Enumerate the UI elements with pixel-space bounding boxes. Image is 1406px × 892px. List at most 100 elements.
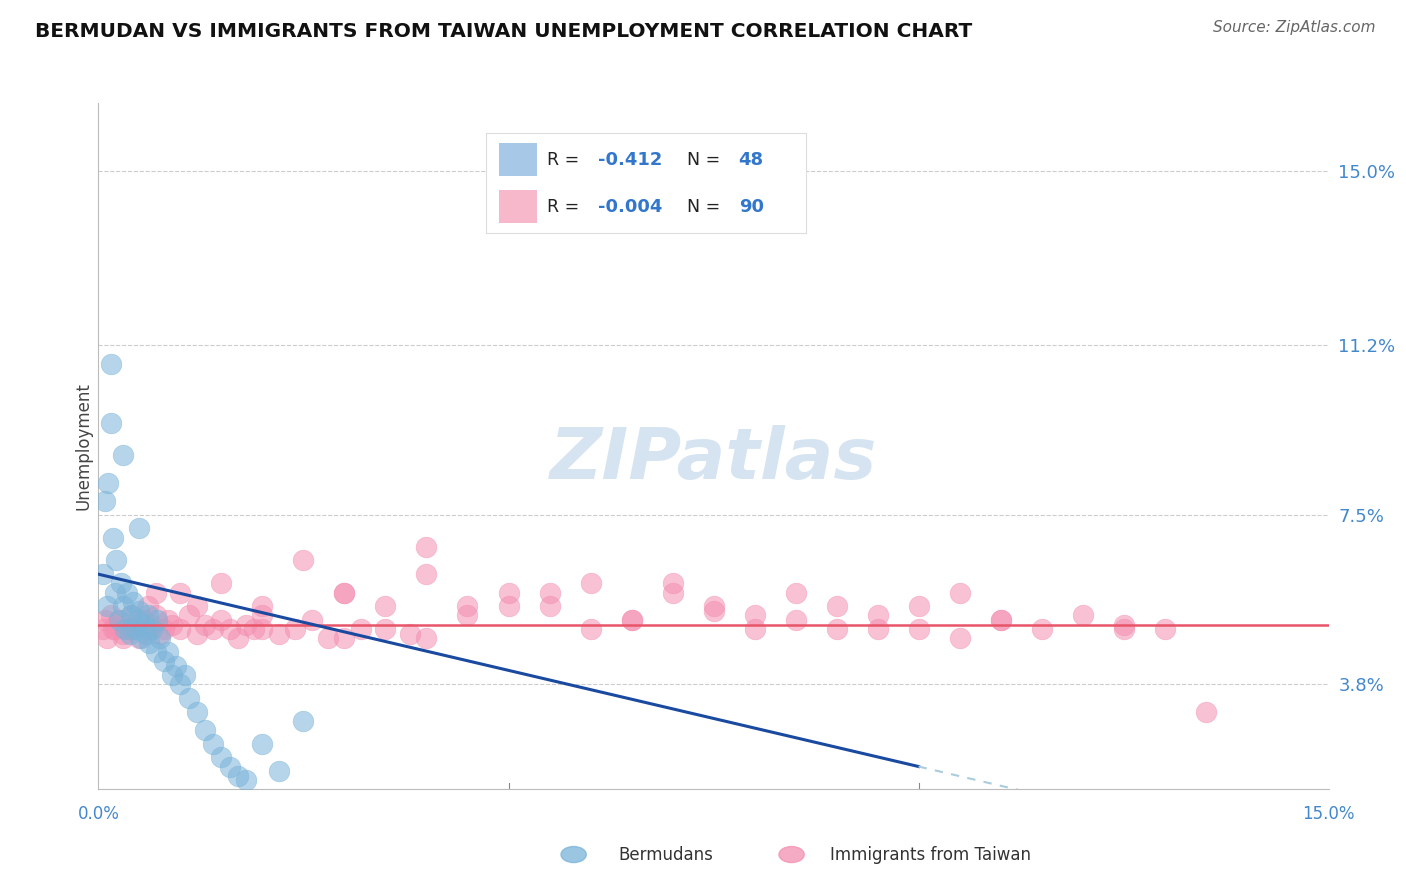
Point: [149, 626, 172, 640]
Point: [149, 632, 172, 646]
Point: [96, 632, 118, 646]
Point: [825, 599, 848, 614]
Point: [94, 494, 117, 508]
Point: [744, 622, 766, 636]
Point: [620, 613, 643, 627]
Point: [907, 599, 929, 614]
Point: [866, 622, 889, 636]
Point: [136, 599, 159, 614]
Text: R =: R =: [547, 151, 585, 169]
Text: ZIPatlas: ZIPatlas: [550, 425, 877, 494]
Point: [202, 737, 225, 751]
Point: [267, 626, 290, 640]
Point: [108, 613, 131, 627]
Point: [104, 617, 127, 632]
Text: Immigrants from Taiwan: Immigrants from Taiwan: [830, 846, 1031, 863]
Point: [157, 645, 180, 659]
Point: [1112, 617, 1135, 632]
Point: [333, 585, 356, 599]
Point: [316, 632, 339, 646]
Point: [538, 585, 561, 599]
Point: [91, 622, 114, 636]
Text: Source: ZipAtlas.com: Source: ZipAtlas.com: [1212, 20, 1375, 35]
Point: [135, 626, 157, 640]
Point: [415, 632, 437, 646]
Point: [415, 540, 437, 554]
Point: [292, 714, 315, 728]
Point: [129, 632, 152, 646]
Point: [194, 723, 217, 737]
Point: [145, 645, 167, 659]
Point: [122, 595, 145, 609]
Text: BERMUDAN VS IMMIGRANTS FROM TAIWAN UNEMPLOYMENT CORRELATION CHART: BERMUDAN VS IMMIGRANTS FROM TAIWAN UNEMP…: [35, 22, 973, 41]
Text: 48: 48: [738, 151, 763, 169]
Point: [153, 654, 176, 668]
Point: [252, 599, 274, 614]
Point: [374, 622, 396, 636]
Point: [104, 622, 127, 636]
Y-axis label: Unemployment: Unemployment: [75, 382, 93, 510]
Point: [145, 585, 167, 599]
Point: [218, 622, 240, 636]
Point: [456, 608, 478, 623]
Point: [169, 622, 191, 636]
Point: [100, 357, 122, 371]
Point: [415, 567, 437, 582]
Point: [127, 613, 149, 627]
Point: [105, 553, 128, 567]
Point: [169, 677, 191, 691]
Point: [118, 626, 141, 640]
Point: [907, 622, 929, 636]
Point: [990, 613, 1012, 627]
Point: [124, 617, 146, 632]
Point: [374, 599, 396, 614]
Point: [661, 585, 683, 599]
Point: [112, 626, 135, 640]
Point: [301, 613, 323, 627]
Point: [949, 632, 972, 646]
Point: [169, 585, 191, 599]
Point: [128, 604, 150, 618]
Point: [112, 448, 135, 462]
Point: [132, 617, 155, 632]
Point: [110, 576, 132, 591]
Point: [292, 553, 315, 567]
Point: [785, 613, 807, 627]
Point: [141, 622, 163, 636]
Point: [333, 632, 356, 646]
Point: [157, 613, 180, 627]
Point: [785, 585, 807, 599]
Point: [177, 690, 200, 705]
Point: [104, 585, 127, 599]
Point: [990, 613, 1012, 627]
Point: [177, 608, 200, 623]
Point: [120, 608, 142, 623]
Point: [538, 599, 561, 614]
Text: N =: N =: [688, 151, 727, 169]
Point: [703, 604, 725, 618]
Point: [141, 617, 163, 632]
Point: [218, 759, 240, 773]
Point: [186, 705, 208, 719]
Point: [949, 585, 972, 599]
Text: 0.0%: 0.0%: [77, 805, 120, 823]
Point: [146, 613, 169, 627]
Point: [173, 668, 195, 682]
Point: [267, 764, 290, 778]
Point: [620, 613, 643, 627]
Point: [579, 576, 602, 591]
Point: [825, 622, 848, 636]
Point: [252, 737, 274, 751]
Point: [866, 608, 889, 623]
Point: [108, 613, 131, 627]
Point: [136, 608, 159, 623]
Point: [132, 613, 155, 627]
Point: [579, 622, 602, 636]
Point: [703, 599, 725, 614]
Point: [333, 585, 356, 599]
Point: [136, 622, 159, 636]
Point: [211, 576, 233, 591]
Point: [120, 622, 142, 636]
Point: [103, 531, 125, 545]
Text: R =: R =: [547, 198, 585, 216]
